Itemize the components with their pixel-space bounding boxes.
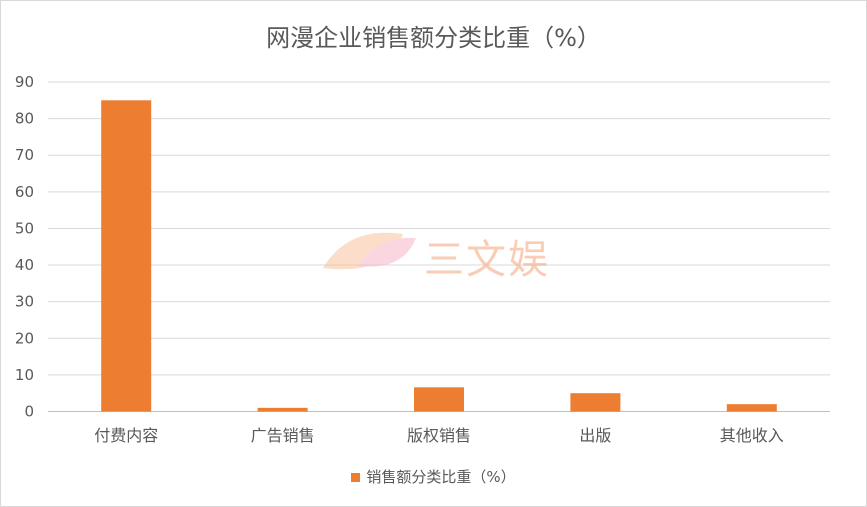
watermark-text: 三文娱 <box>424 237 550 283</box>
y-tick-label: 80 <box>15 110 34 128</box>
legend: 销售额分类比重（%） <box>0 466 867 487</box>
watermark: 三文娱 <box>318 226 550 286</box>
y-tick-label: 90 <box>15 73 34 91</box>
x-tick-label: 版权销售 <box>407 426 471 445</box>
y-tick-label: 20 <box>15 329 34 347</box>
bar <box>101 100 152 412</box>
watermark-leaf-logo <box>323 232 416 270</box>
y-tick-label: 30 <box>15 293 34 311</box>
x-tick-label: 其他收入 <box>720 426 784 445</box>
bar <box>726 404 777 412</box>
bar <box>414 387 464 412</box>
y-tick-label: 70 <box>15 146 34 164</box>
y-tick-label: 0 <box>24 403 34 421</box>
y-tick-label: 50 <box>15 219 34 237</box>
y-tick-label: 40 <box>15 256 34 274</box>
y-tick-label: 60 <box>15 183 34 201</box>
bar <box>257 407 308 412</box>
legend-label: 销售额分类比重（%） <box>366 468 516 486</box>
legend-swatch <box>351 473 361 482</box>
y-tick-label: 10 <box>15 366 34 384</box>
bar <box>570 393 621 412</box>
x-tick-label: 广告销售 <box>251 426 315 445</box>
chart-title: 网漫企业销售额分类比重（%） <box>266 24 601 52</box>
x-tick-label: 出版 <box>579 426 611 445</box>
x-tick-label: 付费内容 <box>94 426 158 445</box>
